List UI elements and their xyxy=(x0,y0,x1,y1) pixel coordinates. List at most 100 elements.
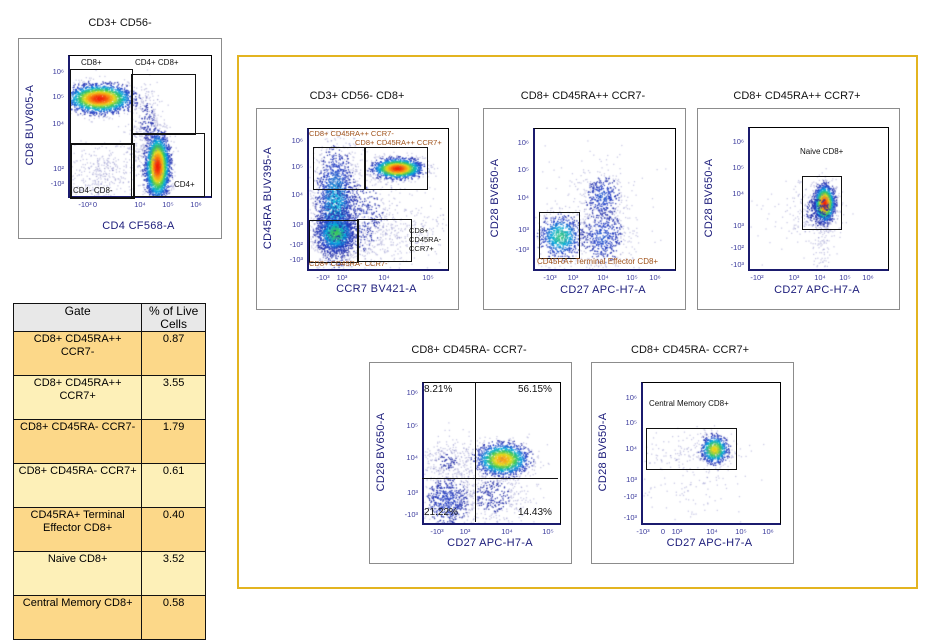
table-row: CD45RA+ Terminal Effector CD8+ 0.40 xyxy=(12,507,206,552)
table-row: CD8+ CD45RA++ CCR7+ 3.55 xyxy=(12,375,206,420)
y-axis-label: CD28 BV650-A xyxy=(703,158,715,237)
y-tick-label: 10³ xyxy=(626,475,637,484)
quadrant-percent: 21.22% xyxy=(424,507,458,518)
gate-rectangle xyxy=(357,219,412,262)
y-tick-label: 10⁵ xyxy=(406,421,418,430)
y-tick-label: 10⁵ xyxy=(291,162,303,171)
value-cell: 0.61 xyxy=(141,463,206,508)
y-axis-label: CD28 BV650-A xyxy=(375,412,387,492)
x-tick-label: 10⁴ xyxy=(378,273,390,282)
y-tick-label: -10² xyxy=(289,240,303,249)
gate-label: CD8+ CD45RA++ CCR7+ xyxy=(355,138,442,147)
y-tick-label: -10³ xyxy=(515,245,529,254)
table-row: Central Memory CD8+ 0.58 xyxy=(12,595,206,640)
gate-label: CD8+ xyxy=(81,58,102,67)
x-axis-label: CD27 APC-H7-A xyxy=(774,284,860,296)
gate-table: Gate% of Live Cells CD8+ CD45RA++ CCR7- 0… xyxy=(12,303,206,640)
gate-label: Naive CD8+ xyxy=(800,147,844,156)
y-tick-label: 10³ xyxy=(733,221,744,230)
y-tick-label: 10³ xyxy=(407,488,418,497)
quadrant-percent: 14.43% xyxy=(518,507,552,518)
y-tick-label: 10⁶ xyxy=(52,67,64,76)
gate-rectangle xyxy=(646,428,737,470)
gate-label: CD45RA+ Terminal Effector CD8+ xyxy=(537,257,659,266)
x-tick-label: 10⁵ xyxy=(162,200,174,209)
gate-cell: CD8+ CD45RA- CCR7+ xyxy=(12,463,143,508)
gate-cell: CD8+ CD45RA++ CCR7+ xyxy=(12,375,143,420)
x-tick-label: 10⁴ xyxy=(134,200,146,209)
y-tick-label: 10⁶ xyxy=(291,136,303,145)
header-percent: % of Live Cells xyxy=(141,303,206,332)
x-tick-label: 10⁵ xyxy=(542,527,554,536)
y-tick-label: 10⁵ xyxy=(52,92,64,101)
table-row: CD8+ CD45RA- CCR7- 1.79 xyxy=(12,419,206,464)
quadrant-percent: 56.15% xyxy=(518,384,552,395)
plot-area xyxy=(533,128,676,271)
table-header: Gate% of Live Cells xyxy=(12,303,206,332)
y-tick-label: -10³ xyxy=(404,510,418,519)
gate-label: CD8+ CD45RA- CCR7+ xyxy=(409,226,442,253)
y-tick-label: -10³ xyxy=(730,260,744,269)
plot-title: CD8+ CD45RA++ CCR7+ xyxy=(733,90,861,102)
y-tick-label: 10⁶ xyxy=(517,138,529,147)
gate-cell: CD8+ CD45RA++ CCR7- xyxy=(12,331,143,376)
x-tick-label: 10⁶ xyxy=(190,200,202,209)
gate-cell: CD8+ CD45RA- CCR7- xyxy=(12,419,143,464)
x-tick-label: 10³ xyxy=(671,527,683,536)
x-tick-label: 10⁶ xyxy=(649,273,661,282)
value-cell: 0.40 xyxy=(141,507,206,552)
x-tick-label: 10⁶ xyxy=(762,527,774,536)
plot-area xyxy=(641,382,781,525)
y-tick-label: -10³ xyxy=(623,513,637,522)
plot-area xyxy=(748,127,889,271)
y-tick-label: 10⁴ xyxy=(291,190,303,199)
highlight-region xyxy=(237,55,918,589)
y-tick-label: 10⁴ xyxy=(406,453,418,462)
x-tick-label: 10³ xyxy=(788,273,800,282)
gate-rectangle xyxy=(364,147,428,190)
plot-title: CD3+ CD56- xyxy=(88,17,152,29)
y-tick-label: 10⁴ xyxy=(52,119,64,128)
plot-title: CD8+ CD45RA- CCR7+ xyxy=(631,344,749,356)
value-cell: 0.87 xyxy=(141,331,206,376)
x-axis-label: CD27 APC-H7-A xyxy=(447,537,533,549)
event-density-cloud xyxy=(70,56,211,196)
gate-rectangle xyxy=(309,220,359,263)
x-tick-label: 10³ xyxy=(459,527,471,536)
gate-label: CD4+ CD8+ xyxy=(135,58,179,67)
y-tick-label: -10² xyxy=(623,492,637,501)
gate-cell: CD45RA+ Terminal Effector CD8+ xyxy=(12,507,143,552)
x-tick-label: 10³ xyxy=(336,273,348,282)
table-row: Naive CD8+ 3.52 xyxy=(12,551,206,596)
x-tick-label: 0 xyxy=(92,200,98,209)
y-axis-label: CD8 BUV805-A xyxy=(24,84,36,166)
y-tick-label: 10⁵ xyxy=(732,163,744,172)
table-row: CD8+ CD45RA- CCR7+ 0.61 xyxy=(12,463,206,508)
y-axis-label: CD28 BV650-A xyxy=(597,412,609,492)
plot-area xyxy=(422,382,561,525)
value-cell: 3.55 xyxy=(141,375,206,420)
y-tick-label: 10³ xyxy=(292,220,303,229)
value-cell: 0.58 xyxy=(141,595,206,640)
x-tick-label: 10⁵ xyxy=(839,273,851,282)
x-tick-label: 10⁴ xyxy=(814,273,826,282)
event-density-cloud xyxy=(424,383,560,523)
gate-rectangle xyxy=(70,143,135,199)
x-tick-label: 0 xyxy=(660,527,666,536)
x-tick-label: 10⁶ xyxy=(862,273,874,282)
y-tick-label: -10³ xyxy=(289,255,303,264)
x-tick-label: 10⁴ xyxy=(597,273,609,282)
y-tick-label: 10⁴ xyxy=(625,444,637,453)
value-cell: 1.79 xyxy=(141,419,206,464)
event-density-cloud xyxy=(309,129,448,269)
x-tick-label: -10³ xyxy=(430,527,444,536)
y-tick-label: 10⁶ xyxy=(406,388,418,397)
gate-rectangle xyxy=(802,176,842,230)
gate-rectangle xyxy=(70,69,133,144)
plot-area xyxy=(307,128,449,271)
plot-title: CD8+ CD45RA++ CCR7- xyxy=(520,90,646,102)
x-tick-label: 10⁵ xyxy=(735,527,747,536)
plot-title: CD3+ CD56- CD8+ xyxy=(309,90,405,102)
y-tick-label: 10³ xyxy=(518,225,529,234)
event-density-cloud xyxy=(535,129,675,269)
